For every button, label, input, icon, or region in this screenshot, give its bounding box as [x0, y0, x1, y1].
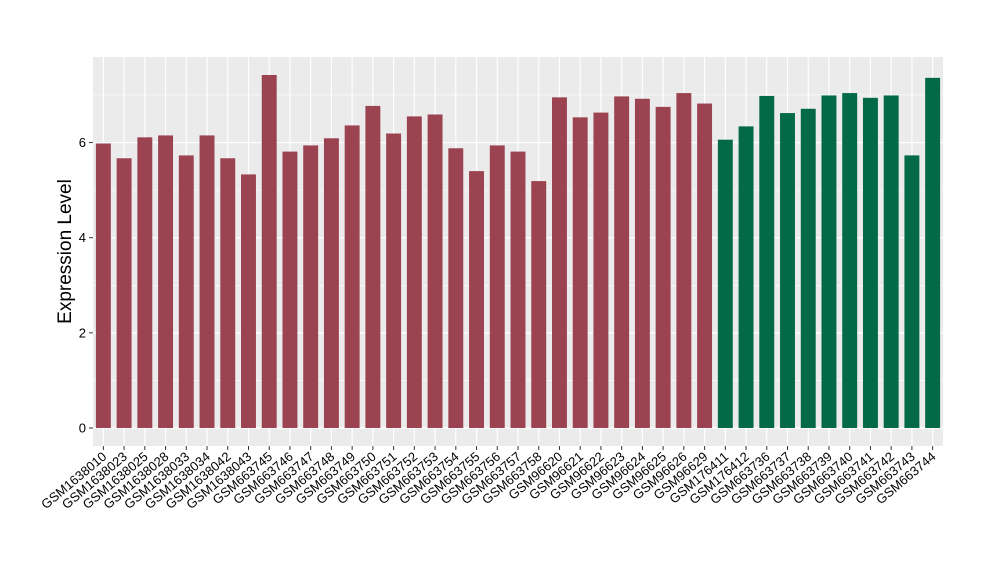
bar-GSM1638042: [220, 158, 236, 429]
y-tick-label: 4: [79, 230, 86, 245]
bar-GSM663747: [303, 145, 319, 428]
bar-GSM663752: [406, 116, 422, 428]
x-axis: GSM1638010GSM1638023GSM1638025GSM1638028…: [38, 446, 939, 512]
bar-GSM663742: [883, 95, 899, 428]
bar-GSM1638023: [116, 158, 132, 429]
bar-GSM663748: [323, 138, 339, 428]
bar-GSM1638025: [137, 137, 153, 429]
bar-GSM663744: [925, 77, 941, 429]
bar-GSM1638033: [178, 155, 194, 428]
bar-GSM1638028: [158, 135, 174, 429]
bar-GSM96629: [697, 103, 713, 429]
bars: [95, 75, 941, 429]
bar-GSM663741: [862, 97, 878, 429]
bar-GSM663738: [800, 108, 816, 429]
bar-GSM176411: [717, 139, 733, 428]
bar-GSM96625: [655, 106, 671, 428]
bar-GSM96626: [676, 93, 692, 428]
bar-GSM1638043: [241, 174, 256, 428]
bar-GSM663755: [469, 171, 484, 428]
bar-GSM663737: [780, 113, 795, 428]
bar-GSM663751: [386, 133, 402, 428]
bar-GSM663739: [821, 95, 837, 428]
bar-GSM1638010: [95, 143, 111, 428]
bar-GSM176412: [738, 126, 754, 428]
bar-GSM96622: [593, 112, 609, 428]
bar-GSM663750: [365, 105, 381, 428]
bar-GSM663757: [510, 151, 526, 428]
y-axis: 0 2 4 6: [79, 135, 93, 436]
bar-GSM663743: [904, 155, 920, 428]
bar-GSM663740: [842, 93, 858, 428]
bar-GSM663756: [489, 145, 505, 428]
bar-GSM96620: [552, 97, 567, 429]
y-tick-label: 2: [79, 325, 86, 340]
bar-GSM663746: [282, 151, 298, 428]
bar-GSM1638034: [199, 135, 215, 429]
y-axis-title: Expression Level: [55, 179, 76, 324]
y-tick-label: 6: [79, 135, 86, 150]
bar-GSM663758: [531, 181, 547, 428]
y-tick-label: 0: [79, 421, 86, 436]
bar-GSM96623: [614, 96, 630, 428]
bar-GSM663754: [448, 148, 464, 428]
bar-GSM96624: [634, 98, 650, 429]
bar-GSM663749: [344, 125, 360, 428]
bar-GSM96621: [572, 117, 588, 428]
bar-GSM663745: [261, 75, 277, 428]
bar-GSM663753: [427, 114, 443, 429]
bar-GSM663736: [759, 95, 775, 428]
